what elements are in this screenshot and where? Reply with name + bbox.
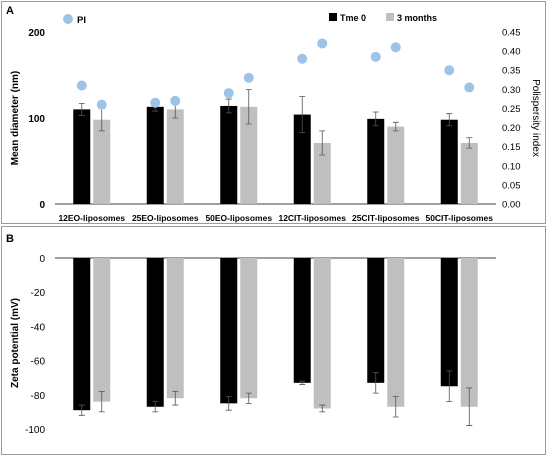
panel-a-y-tick-label: 0 (39, 200, 45, 211)
panel-b-bar-tme0 (73, 258, 91, 411)
panel-a-y-tick-label: 200 (28, 28, 45, 39)
panel-b-bar-3months (460, 258, 478, 407)
panel-b-y-tick-label: -100 (25, 425, 45, 436)
legend-tme0-swatch (329, 13, 337, 21)
panel-a-bar-3months (313, 142, 331, 204)
panel-a-bar-tme0 (73, 109, 91, 204)
panel-a-error-bar (466, 137, 473, 149)
panel-b-bar-3months (166, 258, 184, 399)
panel-a-error-bar (245, 89, 252, 125)
panel-b-bar-3months (313, 258, 331, 409)
panel-a-pi-point (96, 99, 107, 110)
panel-b-plot: 0 -20 -40 -60 -80 -100 (25, 254, 496, 436)
panel-a-pi-point (370, 51, 381, 62)
panel-a-pi-point (464, 82, 475, 93)
panel-b-error-bar (245, 392, 252, 404)
panel-b-y-tick-label: -60 (31, 357, 46, 368)
panel-a-y2-tick-label: 0.40 (502, 47, 521, 58)
panel-a-pi-point (444, 65, 455, 76)
panel-a-category-label: 12EO-liposomes (58, 213, 125, 223)
panel-a-pi-point (223, 88, 234, 99)
panel-a-pi-point (297, 53, 308, 64)
panel-b-error-bar (172, 390, 179, 406)
panel-a-pi-point (76, 80, 87, 91)
panel-b-bar-3months (387, 258, 405, 407)
panel-a-bar-3months (460, 142, 478, 204)
panel-a-y-axis-title: Mean diameter (nm) (10, 71, 21, 165)
panel-a-y2-tick-label: 0.25 (502, 104, 521, 115)
panel-b-error-bar (319, 404, 326, 413)
panel-a-bar-tme0 (440, 119, 458, 204)
panel-a-error-bar (372, 111, 379, 127)
panel-b-error-bar (446, 370, 453, 403)
panel-b-error-bar (225, 396, 232, 411)
panel-a-y2-tick-label: 0.00 (502, 200, 521, 211)
panel-a-category-label: 25EO-liposomes (132, 213, 199, 223)
panel-a-plot: 0 100 200 0.00 0.05 0.10 0.15 0.20 0.25 0.30 0.35 0… (28, 28, 520, 224)
panel-b-error-bar (78, 404, 85, 416)
panel-a-y-tick-label: 100 (28, 114, 45, 125)
panel-a-y2-tick-label: 0.35 (502, 66, 521, 77)
panel-a-y2-tick-label: 0.30 (502, 85, 521, 96)
panel-a-frame (1, 1, 546, 224)
panel-a-pi-point (170, 95, 181, 106)
panel-b-label: B (6, 233, 14, 245)
panel-a-category-label: 50EO-liposomes (205, 213, 272, 223)
legend-3months-label: 3 months (397, 13, 437, 23)
panel-a-error-bar (225, 98, 232, 114)
panel-a-category-label: 12CIT-liposomes (278, 213, 346, 223)
panel-a-bar-tme0 (293, 114, 311, 204)
panel-a-label: A (6, 5, 14, 17)
panel-b-y-tick-label: -80 (31, 391, 46, 402)
panel-a-pi-point (390, 42, 401, 53)
panel-b-bar-tme0 (146, 258, 164, 407)
panel-b-y-tick-label: 0 (39, 254, 45, 265)
panel-a-error-bar (446, 113, 453, 127)
panel-a-bar-3months (240, 106, 258, 204)
panel-a-pi-point (317, 38, 328, 49)
panel-a-y2-tick-label: 0.45 (502, 28, 521, 39)
panel-a-y2-tick-label: 0.05 (502, 180, 521, 191)
panel-a-y2-axis-title: Polispersity index (530, 79, 541, 157)
panel-a-bar-3months (387, 126, 405, 204)
panel-b-bar-tme0 (293, 258, 311, 383)
panel-b-bar-tme0 (440, 258, 458, 387)
panel-b-bar-tme0 (220, 258, 238, 404)
panel-b-bar-3months (240, 258, 258, 399)
panel-a-bar-3months (93, 119, 111, 204)
panel-a-bar-tme0 (220, 105, 238, 204)
panel-a-error-bar (319, 130, 326, 156)
panel-b-frame (1, 226, 546, 455)
panel-b-error-bar (152, 401, 159, 413)
panel-a-bar-3months (166, 109, 184, 204)
panel-a-error-bar (299, 96, 306, 134)
panel-a-pi-point (243, 72, 254, 83)
panel-a-bar-tme0 (367, 118, 385, 204)
panel-b-bar-3months (93, 258, 111, 402)
panel-a-category-label: 50CIT-liposomes (425, 213, 493, 223)
panel-a-error-bar (78, 102, 85, 116)
panel-b-error-bar (372, 372, 379, 394)
panel-b-y-tick-label: -20 (31, 288, 46, 299)
legend-3months-swatch (386, 13, 394, 21)
panel-b-error-bar (299, 380, 306, 385)
panel-b-error-bar (466, 387, 473, 426)
panel-a-y2-tick-label: 0.20 (502, 123, 521, 134)
panel-a-y2-tick-label: 0.15 (502, 142, 521, 153)
panel-a-error-bar (392, 121, 399, 132)
panel-b-error-bar (98, 390, 105, 413)
legend: PI Tme 0 3 months (63, 13, 437, 26)
panel-a-category-label: 25CIT-liposomes (352, 213, 420, 223)
panel-b-error-bar (392, 396, 399, 418)
legend-pi-label: PI (77, 15, 86, 26)
legend-tme0-label: Tme 0 (340, 13, 366, 23)
panel-a-y2-tick-label: 0.10 (502, 161, 521, 172)
panel-b-bar-tme0 (367, 258, 385, 383)
panel-b-y-tick-label: -40 (31, 322, 46, 333)
panel-a-bar-tme0 (146, 106, 164, 204)
panel-a-pi-point (150, 97, 161, 108)
panel-b-y-axis-title: Zeta potential (mV) (10, 298, 21, 388)
legend-pi-marker (63, 14, 73, 24)
